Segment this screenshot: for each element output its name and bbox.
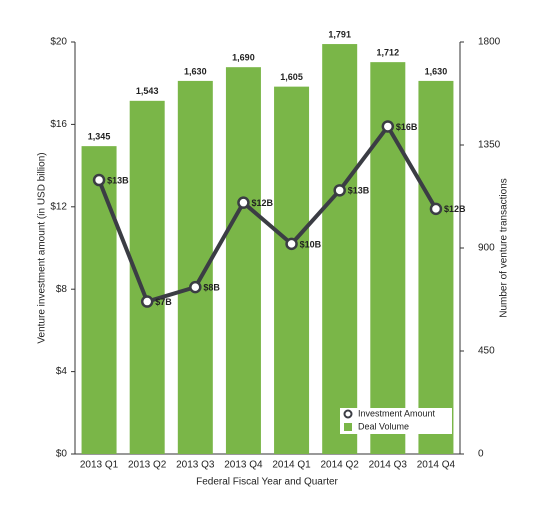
- line: [97, 124, 438, 304]
- line-value-label: $10B: [300, 239, 322, 249]
- legend-marker: [343, 409, 353, 419]
- y2-tick-label: 450: [478, 346, 495, 357]
- x-tick-label: 2013 Q4: [224, 460, 263, 471]
- legend-label: Deal Volume: [358, 421, 409, 431]
- y-tick-label: $8: [56, 284, 68, 295]
- line-marker: [333, 184, 346, 197]
- line-marker: [285, 237, 298, 251]
- bar-value-label: 1,712: [377, 48, 400, 58]
- legend-box: [340, 408, 452, 434]
- y2-tick-label: 900: [478, 243, 495, 254]
- y-tick-label: $12: [50, 201, 67, 212]
- x-tick-label: 2013 Q2: [128, 460, 167, 471]
- legend-label: Investment Amount: [358, 408, 436, 418]
- line-value-label: $12B: [444, 204, 466, 214]
- x-axis-label: Federal Fiscal Year and Quarter: [196, 477, 338, 488]
- bar: [225, 67, 261, 454]
- y-tick-label: $4: [56, 366, 68, 377]
- bar-value-label: 1,543: [136, 86, 159, 96]
- line-value-label: $12B: [251, 198, 273, 208]
- bar: [418, 80, 454, 455]
- line-value-label: $16B: [396, 122, 418, 132]
- line-marker: [140, 295, 154, 308]
- line-marker: [92, 173, 106, 187]
- x-tick-label: 2014 Q1: [272, 460, 311, 471]
- line-value-label: $13B: [348, 186, 370, 196]
- x-tick-label: 2014 Q2: [321, 460, 360, 471]
- y-tick-label: $20: [50, 37, 67, 48]
- y2-tick-label: 1800: [478, 37, 501, 48]
- line-value-label: $7B: [155, 297, 172, 307]
- line-value-label: $8B: [203, 283, 220, 293]
- bar: [129, 100, 165, 454]
- bar-value-label: 1,630: [184, 66, 207, 76]
- line-marker: [189, 280, 202, 294]
- line-value-label: $13B: [107, 175, 129, 185]
- bar-value-label: 1,605: [280, 72, 303, 82]
- bar: [274, 86, 310, 454]
- y2-tick-label: 0: [478, 449, 484, 460]
- x-tick-label: 2013 Q3: [176, 460, 215, 471]
- x-tick-label: 2014 Q4: [417, 460, 456, 471]
- y2-axis-label: Number of venture transactions: [499, 178, 510, 318]
- bar-value-label: 1,791: [328, 29, 351, 39]
- legend-swatch: [344, 423, 352, 431]
- y-tick-label: $16: [50, 119, 67, 130]
- y2-tick-label: 1350: [478, 140, 501, 151]
- line-marker: [381, 120, 395, 133]
- line-marker: [429, 202, 443, 216]
- bar-value-label: 1,345: [88, 132, 111, 142]
- bar-value-label: 1,630: [425, 66, 448, 76]
- bar: [81, 146, 117, 454]
- x-tick-label: 2014 Q3: [369, 460, 408, 471]
- x-tick-label: 2013 Q1: [80, 460, 119, 471]
- bar: [322, 44, 358, 455]
- bar-value-label: 1,690: [232, 53, 255, 63]
- line-marker: [237, 196, 250, 209]
- y-tick-label: $0: [56, 449, 68, 460]
- y-axis-label: Venture investment amount (in USD billio…: [37, 152, 48, 343]
